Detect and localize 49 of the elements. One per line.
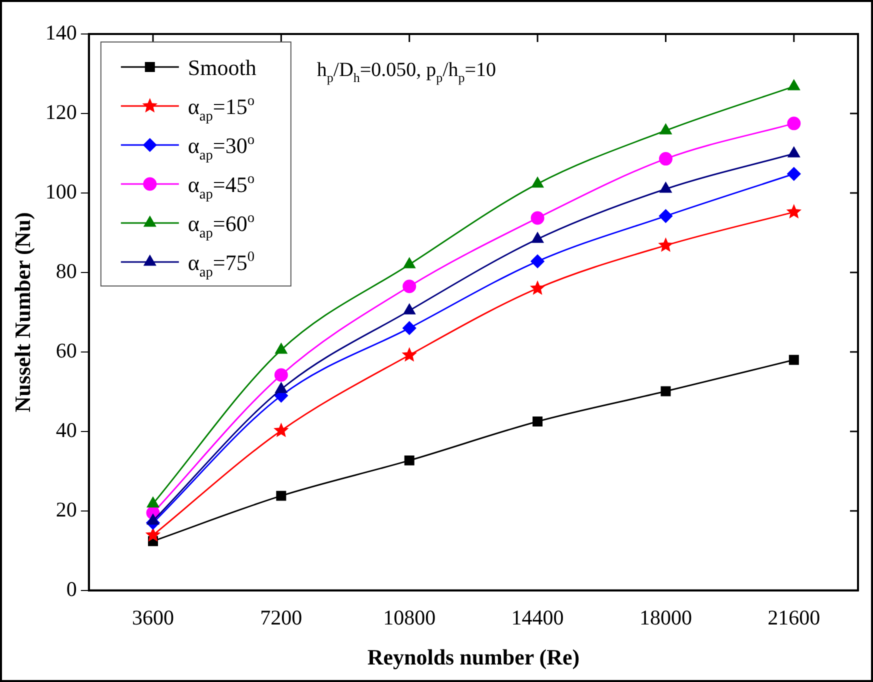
- point: [145, 527, 161, 542]
- point: [274, 368, 288, 382]
- point: [532, 416, 543, 426]
- y-tick-label: 80: [56, 258, 77, 283]
- point: [403, 304, 416, 314]
- point: [787, 116, 801, 130]
- point: [658, 152, 672, 166]
- point: [530, 211, 544, 225]
- point: [530, 280, 546, 295]
- point: [786, 204, 802, 219]
- point: [275, 343, 288, 354]
- point: [403, 258, 416, 268]
- point: [788, 354, 799, 365]
- point: [274, 422, 289, 438]
- y-tick-label: 100: [45, 179, 77, 204]
- y-tick-label: 120: [45, 100, 77, 124]
- y-tick-label: 60: [56, 338, 77, 362]
- x-tick-label: 21600: [768, 606, 820, 630]
- y-tick-label: 0: [66, 576, 77, 601]
- point: [147, 497, 159, 508]
- y-tick-label: 40: [56, 418, 77, 442]
- point: [660, 124, 672, 134]
- point: [788, 146, 800, 158]
- point: [402, 280, 416, 294]
- legend-label: Smooth: [188, 55, 256, 80]
- point: [402, 347, 417, 362]
- point: [276, 490, 286, 501]
- x-tick-label: 3600: [132, 606, 174, 630]
- point: [147, 514, 159, 525]
- point: [787, 167, 801, 181]
- x-tick-label: 14400: [511, 606, 564, 630]
- y-axis-title: Nusselt Number (Nu): [10, 212, 35, 412]
- point: [530, 254, 544, 268]
- x-tick-label: 10800: [383, 606, 436, 630]
- point: [788, 80, 800, 90]
- x-tick-label: 18000: [639, 606, 692, 630]
- point: [532, 232, 544, 243]
- x-tick-label: 7200: [260, 606, 302, 630]
- point: [658, 209, 672, 223]
- point: [275, 382, 288, 394]
- point: [532, 177, 544, 188]
- point: [402, 321, 416, 335]
- point: [660, 182, 672, 193]
- y-tick-label: 140: [45, 20, 77, 45]
- x-axis-title: Reynolds number (Re): [367, 644, 580, 670]
- point: [658, 237, 674, 252]
- y-tick-label: 20: [56, 497, 77, 522]
- point: [404, 455, 414, 466]
- point: [660, 386, 671, 396]
